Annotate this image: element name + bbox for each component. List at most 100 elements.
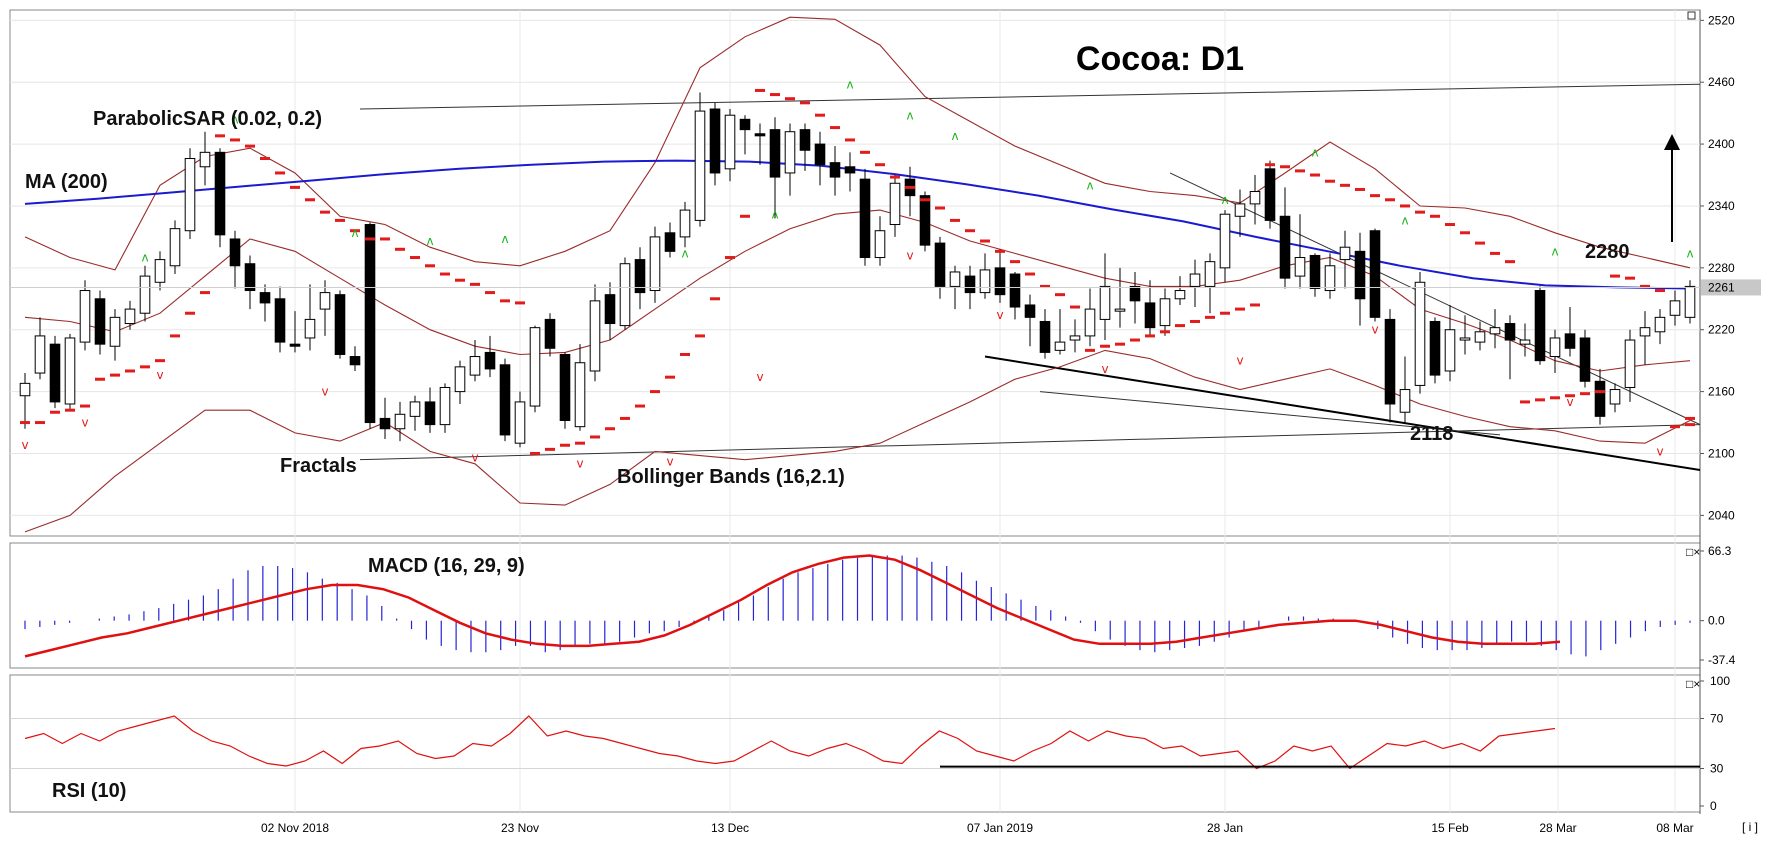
candle-bull <box>409 401 421 417</box>
sar-dot <box>1640 284 1650 288</box>
sar-dot <box>1205 315 1215 319</box>
sar-dot <box>20 421 30 425</box>
sar-dot <box>1145 334 1155 338</box>
sar-dot <box>980 239 990 243</box>
info-corner-icon: [ i ] <box>1742 820 1758 834</box>
candle-bull <box>979 269 991 294</box>
candle-bull <box>679 209 691 238</box>
level-2280-label: 2280 <box>1585 241 1630 263</box>
candle-bear <box>1594 380 1606 417</box>
candle-bear <box>844 166 856 174</box>
candle-bull <box>784 131 796 174</box>
sar-dot <box>1430 214 1440 218</box>
candle-bull <box>724 114 736 170</box>
rsi-label: RSI (10) <box>52 780 126 802</box>
sar-dot <box>1460 231 1470 235</box>
candle-bull <box>1684 285 1696 318</box>
candle-bear <box>349 356 361 366</box>
candle-bull <box>169 228 181 267</box>
candle-bear <box>334 294 346 355</box>
time-axis-label: 08 Mar <box>1656 821 1693 835</box>
sar-dot <box>695 334 705 338</box>
sar-dot <box>230 138 240 142</box>
fractal-down-marker: v <box>1101 362 1108 376</box>
time-axis-label: 02 Nov 2018 <box>261 821 329 835</box>
candle-bear <box>259 292 271 304</box>
candle-bull <box>1474 331 1486 343</box>
sar-dot <box>1190 319 1200 323</box>
candle-bear <box>1039 320 1051 353</box>
candle-bear <box>1279 215 1291 279</box>
fractal-down-marker: v <box>576 457 583 471</box>
candle-bear <box>1009 273 1021 308</box>
rsi-panel-frame <box>9 674 1701 813</box>
sar-dot <box>1235 307 1245 311</box>
fractal-down-marker: v <box>156 368 163 382</box>
candle-bull <box>64 337 76 405</box>
sar-dot <box>335 218 345 222</box>
candle-bull <box>1654 316 1666 333</box>
sar-dot <box>185 311 195 315</box>
rsi-axis-label: 100 <box>1710 674 1730 688</box>
price-panel-frame <box>9 9 1701 537</box>
fractal-down-marker: v <box>1236 354 1243 368</box>
sar-dot <box>260 157 270 161</box>
sar-dot <box>755 88 765 92</box>
candle-bull <box>1444 329 1456 372</box>
sar-dot <box>815 113 825 117</box>
sar-dot <box>1040 284 1050 288</box>
sar-dot <box>1310 173 1320 177</box>
candle-bear <box>1384 318 1396 405</box>
maximize-icon <box>1687 11 1696 20</box>
candle-bull <box>1114 308 1126 312</box>
candle-bear <box>1504 323 1516 341</box>
time-axis-label: 15 Feb <box>1431 821 1469 835</box>
fractal-up-marker: ʌ <box>1311 145 1318 159</box>
candle-bear <box>919 195 931 246</box>
up-arrow-head <box>1664 134 1680 150</box>
sar-dot <box>845 138 855 142</box>
sar-dot <box>620 416 630 420</box>
upper-channel-line <box>359 83 1701 110</box>
candle-bear <box>214 151 226 236</box>
level-2118-label: 2118 <box>1410 423 1453 445</box>
sar-dot <box>1685 416 1695 420</box>
candle-bull <box>1609 389 1621 405</box>
sar-dot <box>35 421 45 425</box>
macd-signal-line <box>24 554 1561 658</box>
fractal-down-marker: v <box>321 384 328 398</box>
sar-dot <box>635 404 645 408</box>
fractal-up-marker: ʌ <box>141 251 148 265</box>
candle-bear <box>829 162 841 178</box>
sar-dot <box>125 369 135 373</box>
candle-bull <box>1624 339 1636 388</box>
fractal-up-marker: ʌ <box>1551 244 1558 258</box>
candle-bull <box>304 318 316 339</box>
sar-dot <box>785 97 795 101</box>
candle-bull <box>589 300 601 372</box>
current-price-tag <box>1701 279 1761 296</box>
sar-dot <box>1295 169 1305 173</box>
sar-dot <box>1550 396 1560 400</box>
price-axis-label: 2280 <box>1708 261 1735 275</box>
sar-dot <box>995 249 1005 253</box>
fractal-down-marker: v <box>81 415 88 429</box>
candle-bull <box>19 382 31 397</box>
sar-dot <box>1370 194 1380 198</box>
time-axis-label: 28 Jan <box>1207 821 1243 835</box>
resistance-trendline <box>1169 172 1701 426</box>
candle-bull <box>139 275 151 314</box>
price-axis-label: 2520 <box>1708 13 1735 27</box>
sar-dot <box>950 218 960 222</box>
candle-bull <box>649 236 661 292</box>
sar-dot <box>650 390 660 394</box>
candle-bull <box>394 413 406 430</box>
candle-bull <box>889 182 901 226</box>
bollinger-lower <box>24 349 1691 533</box>
sar-dot <box>425 264 435 268</box>
candle-bull <box>124 308 136 325</box>
candle-bull <box>1219 213 1231 269</box>
sar-dot <box>1565 394 1575 398</box>
sar-dot <box>1250 303 1260 307</box>
